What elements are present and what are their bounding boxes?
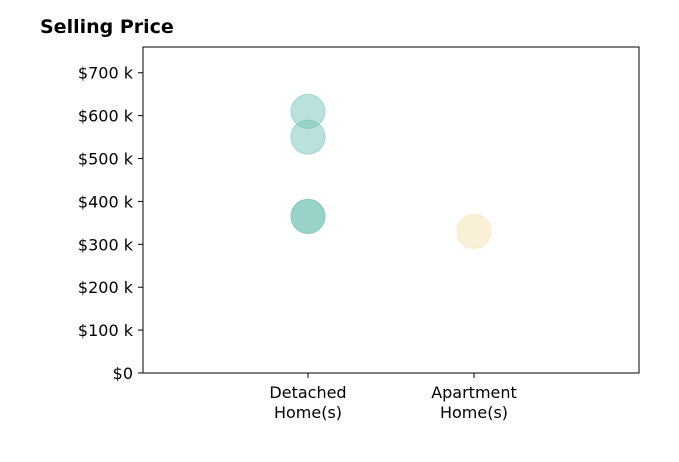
y-tick-label: $200 k: [78, 278, 134, 297]
y-tick-label: $600 k: [78, 107, 134, 126]
y-tick-label: $0: [113, 364, 133, 383]
x-tick-label: Detached Home(s): [269, 383, 346, 422]
chart-title: Selling Price: [40, 16, 174, 38]
plot-frame: [142, 46, 640, 374]
data-point: [290, 198, 326, 234]
y-tick-label: $300 k: [78, 235, 134, 254]
y-tick-label: $700 k: [78, 64, 134, 83]
y-tick-label: $500 k: [78, 150, 134, 169]
y-tick-label: $100 k: [78, 321, 134, 340]
x-tick-label: Apartment Home(s): [431, 383, 517, 422]
data-point: [456, 213, 492, 249]
y-tick-label: $400 k: [78, 192, 134, 211]
data-point: [290, 119, 326, 155]
